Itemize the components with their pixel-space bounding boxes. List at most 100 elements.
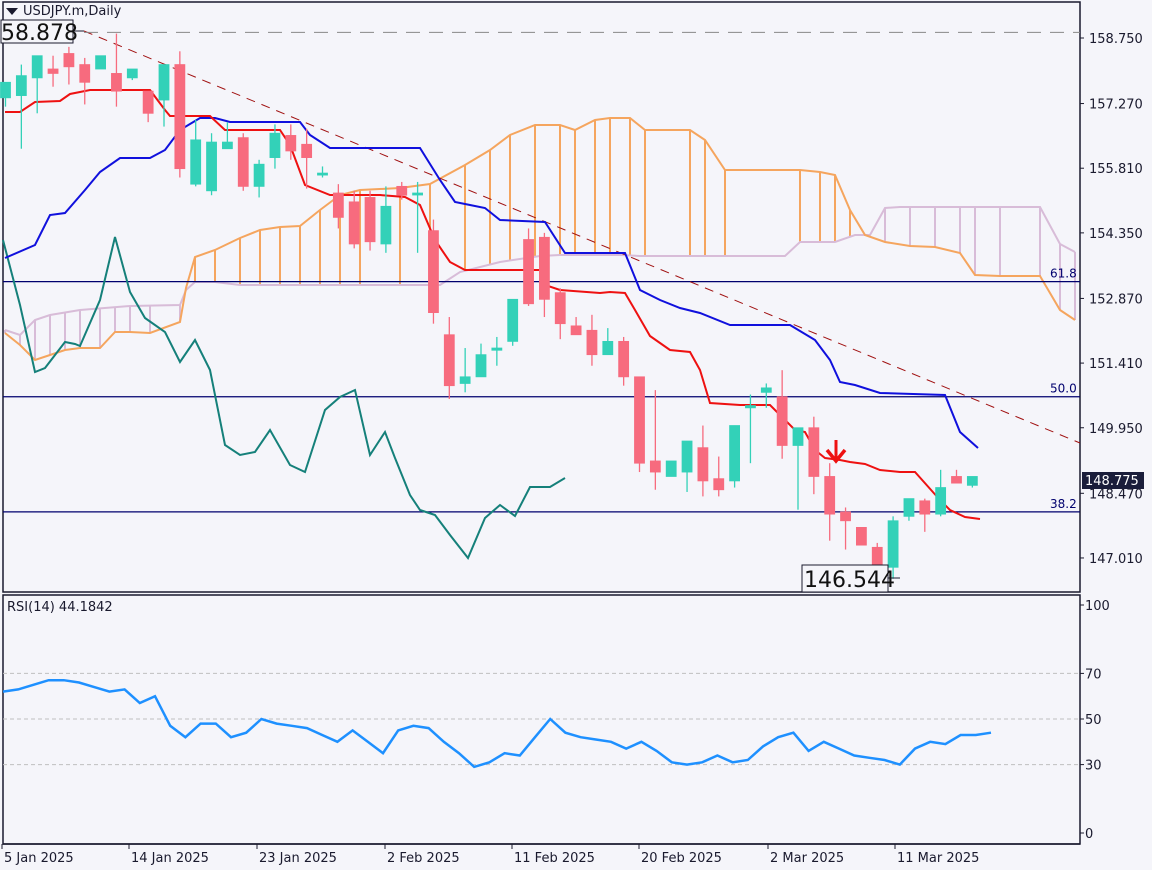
bear-candle: [539, 236, 550, 300]
bull-candle: [887, 520, 899, 568]
rsi-line: [2, 678, 992, 769]
bear-candle: [713, 478, 725, 491]
bear-candle: [396, 185, 408, 196]
bull-candle: [126, 68, 138, 79]
bull-candle: [190, 139, 202, 185]
price-tick: 152.870: [1089, 292, 1143, 307]
bull-candle: [269, 132, 281, 158]
bull-candle: [380, 205, 392, 245]
bear-candle: [586, 329, 598, 356]
fib-level-label: 38.2: [1050, 497, 1077, 511]
rsi-tick: 100: [1085, 599, 1110, 614]
bull-candle: [206, 141, 217, 192]
time-axis: 5 Jan 2025 14 Jan 2025 23 Jan 2025 2 Feb 20…: [1, 844, 979, 866]
bull-candle: [221, 141, 233, 150]
fibonacci-levels: 61.8 50.0 38.2: [3, 30, 1081, 513]
bear-candle: [47, 68, 59, 74]
bull-candle: [0, 81, 11, 99]
price-tick: 149.950: [1089, 422, 1143, 437]
bear-candle: [301, 143, 313, 158]
triangle-down-icon[interactable]: [6, 8, 18, 15]
bull-candle: [158, 64, 170, 101]
bear-candle: [63, 53, 75, 68]
bull-candle: [95, 55, 106, 70]
kijun-sen: [4, 117, 979, 449]
date-label: 11 Feb 2025: [514, 851, 595, 866]
bear-candle: [570, 325, 582, 336]
bull-candle: [459, 376, 471, 384]
symbol-label: USDJPY.m,Daily: [23, 4, 122, 19]
rsi-title: RSI(14) 44.1842: [7, 600, 113, 615]
ichimoku-cloud: [4, 117, 1076, 362]
bear-candle: [697, 447, 709, 482]
bull-candle: [317, 172, 328, 176]
bear-candle: [428, 230, 439, 313]
bull-candle: [729, 425, 740, 482]
bear-candle: [111, 73, 122, 92]
rsi-tick: 30: [1085, 759, 1102, 774]
bear-candle: [79, 64, 91, 83]
price-tick: 147.010: [1089, 552, 1143, 567]
date-label: 2 Mar 2025: [770, 851, 844, 866]
bear-candle: [856, 527, 867, 546]
bear-candle: [142, 90, 154, 114]
svg-text:146.544: 146.544: [804, 568, 895, 593]
bull-candle: [253, 163, 265, 187]
sell-arrow-icon: [825, 440, 847, 464]
price-panel-frame: [2, 1, 1081, 593]
date-label: 5 Jan 2025: [4, 851, 74, 866]
bear-candle: [634, 376, 645, 464]
bear-candle: [523, 239, 534, 305]
bull-candle: [792, 427, 804, 446]
fib-level-label: 61.8: [1050, 267, 1077, 281]
bull-candle: [31, 55, 43, 79]
bull-candle: [681, 440, 693, 473]
tenkan-sen: [5, 89, 981, 520]
rsi-tick: 0: [1085, 827, 1093, 842]
rsi-tick: 70: [1085, 667, 1102, 682]
bear-candle: [618, 340, 630, 378]
rsi-tick: 50: [1085, 713, 1102, 728]
current-price-tag: 148.775: [1082, 472, 1144, 489]
bear-candle: [285, 135, 297, 152]
price-tick: 158.750: [1089, 32, 1143, 47]
bull-candle: [760, 387, 772, 393]
bear-candle: [364, 197, 376, 243]
bull-candle: [15, 75, 27, 96]
bull-candle: [903, 498, 915, 517]
chikou-span: [2, 236, 566, 560]
bear-candle: [649, 460, 661, 473]
bull-candle: [665, 460, 677, 477]
bear-candle: [443, 334, 455, 387]
bull-candle: [507, 298, 519, 342]
price-axis: 158.750 157.270 155.810 154.350 152.870 151.4…: [84, 31, 1143, 567]
bear-candle: [840, 511, 851, 522]
bull-candle: [491, 347, 503, 351]
svg-text:58.878: 58.878: [1, 21, 78, 46]
bull-candle: [412, 192, 424, 196]
date-label: 2 Feb 2025: [387, 851, 460, 866]
bear-candle: [776, 396, 788, 446]
price-tick: 148.470: [1089, 487, 1143, 502]
fib-level-label: 50.0: [1050, 382, 1077, 396]
date-label: 23 Jan 2025: [259, 851, 337, 866]
rsi-indicator: 100 70 50 30 0: [2, 599, 1110, 842]
bear-candle: [237, 137, 249, 187]
bear-candle: [919, 500, 931, 515]
price-tick: 157.270: [1089, 98, 1143, 113]
bull-candle: [966, 476, 978, 486]
bear-candle: [554, 292, 566, 325]
low-price-label: 146.544: [801, 564, 900, 593]
date-label: 11 Mar 2025: [897, 851, 979, 866]
bear-candle: [951, 476, 962, 484]
chart-title: USDJPY.m,Daily: [6, 4, 121, 19]
date-label: 14 Jan 2025: [131, 851, 209, 866]
bear-candle: [824, 476, 836, 515]
candlesticks: [0, 33, 978, 579]
high-price-label: 58.878: [0, 19, 84, 46]
bear-candle: [808, 427, 820, 477]
bull-candle: [602, 340, 614, 356]
bear-candle: [348, 201, 360, 245]
bear-candle: [332, 192, 344, 218]
